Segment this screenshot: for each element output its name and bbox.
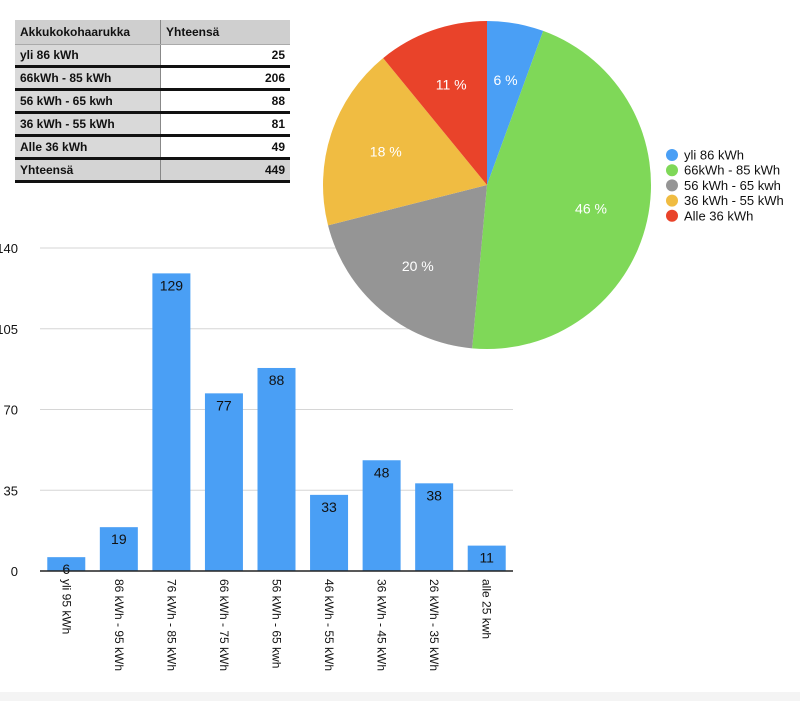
range-cell: 56 kWh - 65 kwh <box>15 89 161 114</box>
pie-percent-label: 20 % <box>402 258 434 274</box>
bar <box>204 393 243 571</box>
value-cell: 49 <box>160 135 290 160</box>
range-cell: 36 kWh - 55 kWh <box>15 112 161 137</box>
y-tick-label: 70 <box>4 403 18 418</box>
bar <box>467 545 506 571</box>
pie-percent-label: 6 % <box>493 72 517 88</box>
y-tick-label: 35 <box>4 483 18 498</box>
x-tick-label: 56 kWh - 65 kwh <box>270 579 284 668</box>
bar <box>47 557 86 571</box>
header-total: Yhteensä <box>160 20 290 45</box>
x-tick-label: 76 kWh - 85 kWh <box>164 579 178 671</box>
header-range: Akkukokohaarukka <box>15 20 161 45</box>
table-row: 36 kWh - 55 kWh 81 <box>15 112 290 137</box>
bar-value-label: 48 <box>374 464 390 480</box>
legend-swatch <box>666 149 678 161</box>
bar-value-label: 11 <box>479 550 494 566</box>
x-tick-label: 46 kWh - 55 kWh <box>322 579 336 671</box>
pie-percent-label: 18 % <box>370 144 402 160</box>
range-cell: Alle 36 kWh <box>15 135 161 160</box>
x-tick-label: 66 kWh - 75 kWh <box>217 579 231 671</box>
legend-label: 66kWh - 85 kWh <box>684 163 780 178</box>
y-tick-label: 0 <box>11 564 18 579</box>
pie-slice <box>487 21 544 185</box>
value-cell: 449 <box>160 158 290 183</box>
bar <box>362 460 401 571</box>
pie-percent-label: 46 % <box>575 200 607 216</box>
x-tick-label: 86 kWh - 95 kWh <box>112 579 126 671</box>
bottom-strip <box>0 692 800 701</box>
bar-value-label: 19 <box>111 531 127 547</box>
legend-swatch <box>666 179 678 192</box>
legend-swatch <box>666 209 678 222</box>
value-cell: 81 <box>160 112 290 137</box>
legend-swatch <box>666 164 678 177</box>
bar-value-label: 38 <box>426 487 442 503</box>
legend-swatch <box>666 194 678 207</box>
bar <box>152 273 191 571</box>
summary-table: Akkukokohaarukka Yhteensä yli 86 kWh 25 66… <box>15 20 290 183</box>
table-row: 56 kWh - 65 kwh 88 <box>15 89 290 114</box>
table-row: Alle 36 kWh 49 <box>15 135 290 160</box>
legend-label: yli 86 kWh <box>684 148 744 163</box>
range-cell: 66kWh - 85 kWh <box>15 66 161 91</box>
value-cell: 88 <box>160 89 290 114</box>
x-tick-label: 26 kWh - 35 kWh <box>427 579 441 671</box>
value-cell: 206 <box>160 66 290 91</box>
pie-slice <box>383 21 487 185</box>
legend-label: 36 kWh - 55 kWh <box>684 193 784 208</box>
pie-slice <box>323 58 487 226</box>
x-tick-label: 36 kWh - 45 kWh <box>375 579 389 671</box>
bar <box>99 527 138 571</box>
bar-value-label: 33 <box>321 499 337 515</box>
range-cell: yli 86 kWh <box>15 44 161 68</box>
pie-slice <box>472 30 651 349</box>
x-tick-label: alle 25 kwh <box>480 579 494 639</box>
x-tick-label: yli 95 kWh <box>59 579 73 634</box>
bar-value-label: 88 <box>269 372 285 388</box>
bar-value-label: 77 <box>216 397 232 413</box>
table-row: 66kWh - 85 kWh 206 <box>15 66 290 91</box>
bar <box>415 483 454 571</box>
legend-label: 56 kWh - 65 kwh <box>684 178 781 193</box>
range-cell: Yhteensä <box>15 158 161 183</box>
bar <box>310 494 349 571</box>
pie-percent-label: 11 % <box>436 77 467 93</box>
bar-value-label: 6 <box>62 561 70 577</box>
bar-value-label: 129 <box>160 277 184 293</box>
table-row: yli 86 kWh 25 <box>15 44 290 68</box>
value-cell: 25 <box>160 44 290 68</box>
legend-label: Alle 36 kWh <box>684 208 753 223</box>
y-tick-label: 140 <box>0 241 18 256</box>
table-total-row: Yhteensä 449 <box>15 158 290 183</box>
pie-slice <box>328 185 487 349</box>
y-tick-label: 105 <box>0 322 18 337</box>
bar <box>257 367 296 571</box>
